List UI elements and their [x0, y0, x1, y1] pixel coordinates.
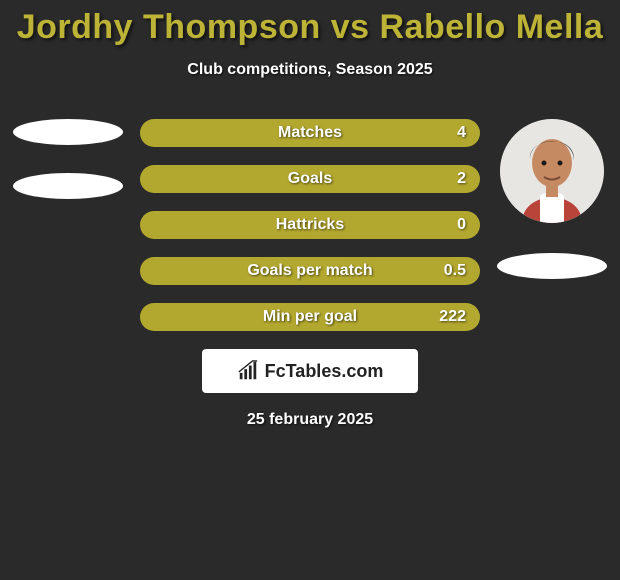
stat-label: Goals per match	[247, 262, 372, 280]
stat-row-matches: Matches 4	[140, 119, 480, 147]
stat-row-goals: Goals 2	[140, 165, 480, 193]
stat-value-right: 0.5	[444, 262, 466, 280]
avatar-icon	[500, 119, 604, 223]
right-player-col	[492, 119, 612, 307]
stat-label: Min per goal	[263, 308, 357, 326]
branding-badge[interactable]: FcTables.com	[202, 349, 418, 393]
branding-text: FcTables.com	[265, 361, 384, 382]
stat-value-right: 2	[457, 170, 466, 188]
player-placeholder-ellipse	[13, 173, 123, 199]
stat-bars: Matches 4 Goals 2 Hattricks 0 Goals per …	[140, 119, 480, 331]
left-player-col	[8, 119, 128, 227]
stat-value-right: 4	[457, 124, 466, 142]
chart-icon	[237, 360, 259, 382]
stat-label: Goals	[288, 170, 332, 188]
stat-label: Matches	[278, 124, 342, 142]
player-placeholder-ellipse	[497, 253, 607, 279]
stat-value-right: 222	[439, 308, 466, 326]
stat-row-hattricks: Hattricks 0	[140, 211, 480, 239]
stat-label: Hattricks	[276, 216, 344, 234]
stat-value-right: 0	[457, 216, 466, 234]
date-label: 25 february 2025	[0, 411, 620, 429]
stats-area: Matches 4 Goals 2 Hattricks 0 Goals per …	[0, 119, 620, 331]
subtitle: Club competitions, Season 2025	[0, 61, 620, 79]
stat-row-goals-per-match: Goals per match 0.5	[140, 257, 480, 285]
player-avatar	[500, 119, 604, 223]
stat-row-min-per-goal: Min per goal 222	[140, 303, 480, 331]
page-title: Jordhy Thompson vs Rabello Mella	[0, 8, 620, 47]
player-placeholder-ellipse	[13, 119, 123, 145]
comparison-card: Jordhy Thompson vs Rabello Mella Club co…	[0, 0, 620, 429]
